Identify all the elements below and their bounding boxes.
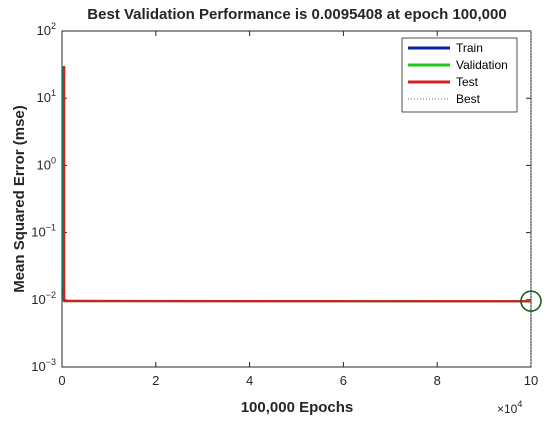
y-tick-label: 102 [37,21,56,38]
legend-label-best: Best [456,92,481,106]
best-point-marker [520,290,542,312]
series-layer [61,31,542,367]
x-multiplier-base: ×10 [497,402,518,416]
x-multiplier: ×104 [497,399,522,416]
y-tick-label: 10−1 [31,223,56,240]
x-tick-label: 0 [58,373,65,388]
y-tick-label: 100 [37,155,56,172]
axis-ticks: 0 2 4 6 8 10 102 101 100 10−1 10−2 10−3 [31,21,538,388]
x-tick-label: 2 [152,373,159,388]
legend-box [401,37,518,113]
y-axis-label: Mean Squared Error (mse) [11,105,28,293]
x-multiplier-exp: 4 [517,399,522,409]
y-tick-label: 10−3 [31,357,56,374]
legend-label-test: Test [456,75,479,89]
x-tick-label: 4 [246,373,253,388]
legend-label-train: Train [456,41,483,55]
y-tick-label: 10−2 [31,290,56,307]
x-tick-label: 6 [340,373,347,388]
x-tick-label: 10 [524,373,538,388]
y-tick-label: 101 [37,88,56,105]
chart-title: Best Validation Performance is 0.0095408… [87,6,506,23]
x-tick-label: 8 [434,373,441,388]
series-line-test [63,66,532,303]
legend: Train Validation Test Best [401,37,518,113]
x-axis-label: 100,000 Epochs [241,399,354,416]
legend-label-validation: Validation [456,58,508,72]
